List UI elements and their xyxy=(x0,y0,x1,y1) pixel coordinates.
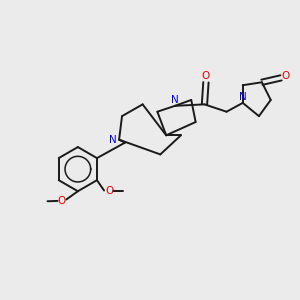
Text: N: N xyxy=(239,92,247,102)
Text: N: N xyxy=(171,95,179,105)
Text: O: O xyxy=(201,71,209,81)
Text: N: N xyxy=(109,135,116,145)
Text: O: O xyxy=(281,70,290,80)
Text: O: O xyxy=(105,186,113,196)
Text: O: O xyxy=(57,196,65,206)
